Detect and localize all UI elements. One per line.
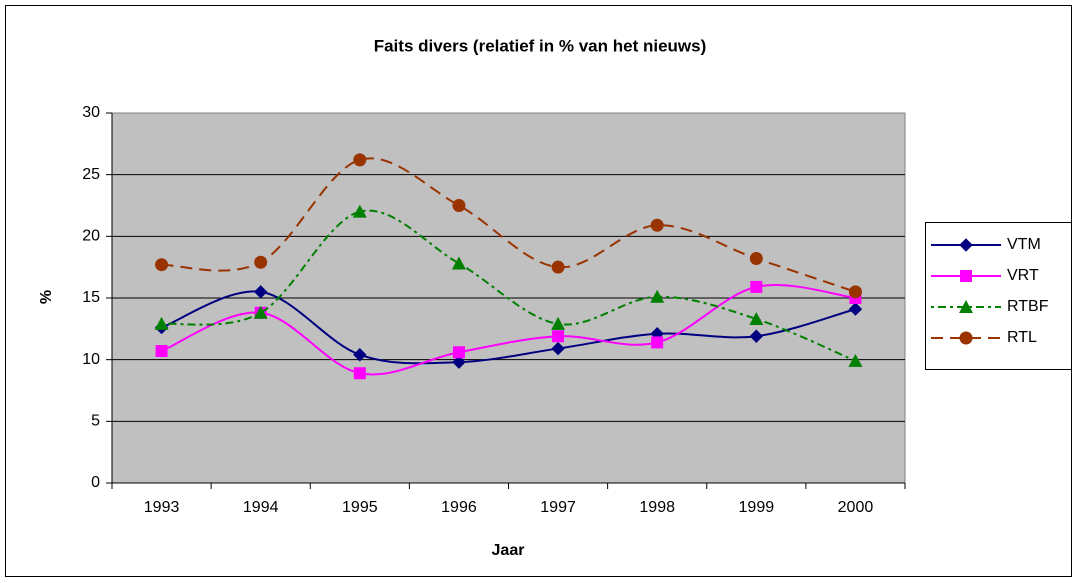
- y-tick-label: 20: [82, 228, 100, 245]
- legend-marker: [959, 331, 973, 345]
- x-tick-label: 1999: [739, 499, 775, 516]
- y-tick-label: 0: [91, 474, 100, 491]
- marker: [154, 316, 169, 330]
- marker: [155, 345, 168, 358]
- marker: [155, 258, 169, 272]
- marker: [451, 256, 466, 270]
- y-tick-label: 10: [82, 351, 100, 368]
- x-tick-label: 1994: [243, 499, 279, 516]
- marker: [352, 204, 367, 218]
- marker: [749, 329, 764, 343]
- marker: [551, 341, 565, 356]
- marker: [848, 285, 862, 299]
- marker: [353, 367, 366, 380]
- marker: [452, 346, 465, 359]
- marker: [552, 330, 565, 343]
- marker: [749, 311, 764, 325]
- marker: [452, 355, 466, 369]
- marker: [848, 302, 863, 316]
- marker: [551, 316, 566, 330]
- marker: [353, 348, 367, 362]
- y-tick-label: 5: [91, 413, 100, 430]
- legend-label: VTM: [1007, 236, 1041, 253]
- legend: [925, 222, 1072, 370]
- x-tick-label: 1996: [441, 499, 477, 516]
- x-tick-label: 1993: [144, 499, 180, 516]
- series-line: [161, 290, 856, 365]
- marker: [452, 199, 466, 212]
- marker: [651, 336, 664, 349]
- legend-label: RTBF: [1007, 298, 1049, 315]
- marker: [353, 153, 367, 167]
- x-tick-label: 2000: [838, 499, 874, 516]
- marker: [750, 280, 763, 293]
- marker: [749, 252, 763, 266]
- y-tick-label: 25: [82, 166, 100, 183]
- y-axis-label: %: [38, 290, 55, 304]
- series-line: [161, 157, 856, 293]
- series-line: [161, 209, 856, 362]
- marker: [848, 353, 863, 367]
- x-axis-label: Jaar: [492, 542, 525, 559]
- marker: [253, 305, 268, 319]
- chart-title: Faits divers (relatief in % van het nieu…: [374, 36, 707, 55]
- legend-marker: [959, 300, 973, 313]
- legend-label: VRT: [1007, 267, 1039, 284]
- marker: [254, 255, 268, 269]
- marker: [650, 289, 665, 303]
- legend-marker: [960, 270, 972, 282]
- marker: [650, 218, 664, 232]
- x-tick-label: 1997: [540, 499, 576, 516]
- legend-marker: [959, 238, 973, 252]
- legend-label: RTL: [1007, 329, 1037, 346]
- series-line: [161, 284, 856, 376]
- x-tick-label: 1995: [342, 499, 378, 516]
- y-tick-label: 30: [82, 104, 100, 121]
- x-tick-label: 1998: [639, 499, 675, 516]
- y-tick-label: 15: [82, 289, 100, 306]
- marker: [253, 285, 268, 299]
- marker: [551, 260, 565, 274]
